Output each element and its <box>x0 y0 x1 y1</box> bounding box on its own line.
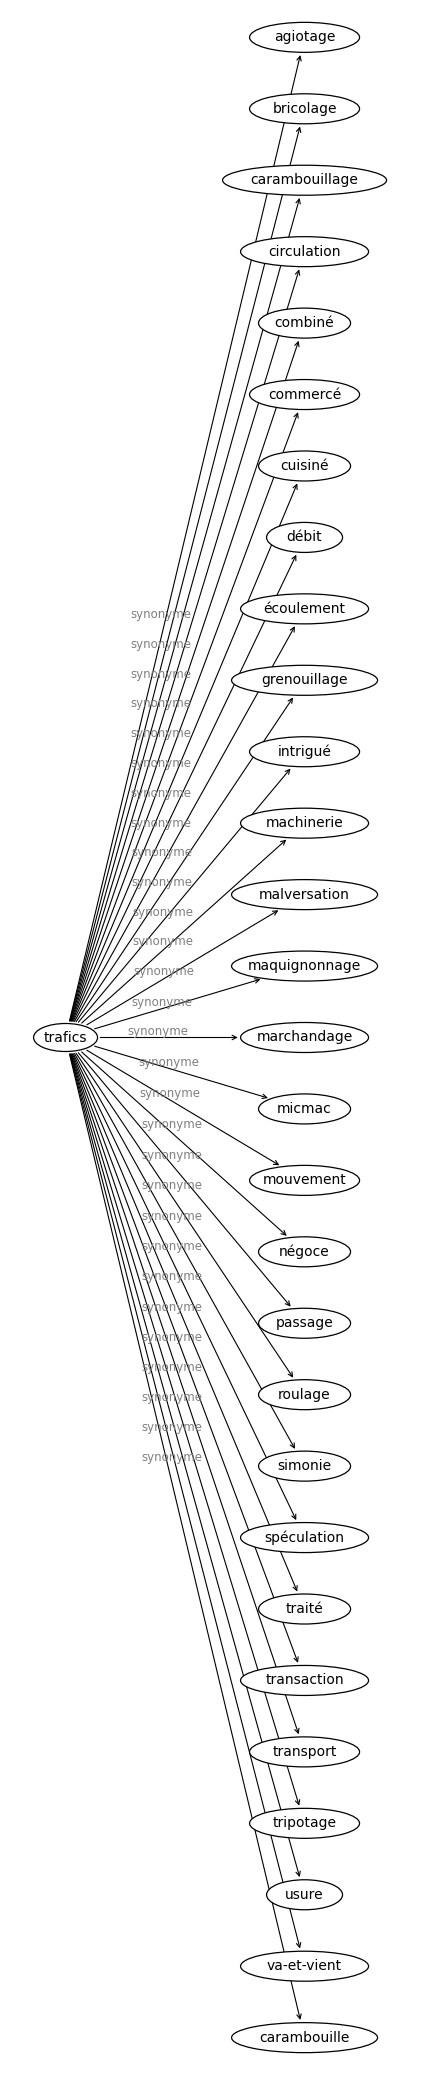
Ellipse shape <box>231 2023 378 2052</box>
Text: synonyme: synonyme <box>133 965 194 977</box>
Text: synonyme: synonyme <box>141 1118 202 1131</box>
Text: intrigué: intrigué <box>277 745 332 759</box>
Text: maquignonnage: maquignonnage <box>248 959 361 973</box>
Text: synonyme: synonyme <box>131 786 192 799</box>
Ellipse shape <box>258 1307 351 1338</box>
Text: synonyme: synonyme <box>130 726 191 741</box>
Text: roulage: roulage <box>278 1388 331 1403</box>
Text: synonyme: synonyme <box>130 608 191 620</box>
Text: tripotage: tripotage <box>272 1816 337 1830</box>
Text: transport: transport <box>272 1745 337 1760</box>
Ellipse shape <box>258 1380 351 1409</box>
Ellipse shape <box>241 807 368 838</box>
Text: trafics: trafics <box>44 1031 87 1044</box>
Ellipse shape <box>250 1166 360 1195</box>
Text: négoce: négoce <box>279 1245 330 1260</box>
Text: usure: usure <box>285 1888 324 1903</box>
Text: synonyme: synonyme <box>142 1361 203 1374</box>
Ellipse shape <box>231 950 378 981</box>
Ellipse shape <box>231 880 378 909</box>
Text: synonyme: synonyme <box>130 697 191 710</box>
Text: synonyme: synonyme <box>142 1390 203 1405</box>
Text: écoulement: écoulement <box>264 602 346 616</box>
Text: marchandage: marchandage <box>256 1031 353 1044</box>
Ellipse shape <box>250 380 360 409</box>
Text: micmac: micmac <box>277 1102 332 1116</box>
Text: synonyme: synonyme <box>132 905 193 919</box>
Text: traité: traité <box>286 1602 324 1616</box>
Text: synonyme: synonyme <box>132 996 193 1008</box>
Text: synonyme: synonyme <box>138 1056 199 1069</box>
Text: cuisiné: cuisiné <box>280 459 329 473</box>
Ellipse shape <box>258 450 351 481</box>
Ellipse shape <box>258 1237 351 1268</box>
Ellipse shape <box>258 1450 351 1482</box>
Text: synonyme: synonyme <box>140 1087 201 1100</box>
Ellipse shape <box>33 1023 98 1052</box>
Ellipse shape <box>241 593 368 625</box>
Ellipse shape <box>241 1666 368 1695</box>
Ellipse shape <box>241 1950 368 1982</box>
Text: synonyme: synonyme <box>130 637 191 652</box>
Text: synonyme: synonyme <box>131 847 192 859</box>
Text: agiotage: agiotage <box>274 31 335 44</box>
Ellipse shape <box>250 1807 360 1838</box>
Text: machinerie: machinerie <box>266 815 343 830</box>
Ellipse shape <box>222 166 387 195</box>
Text: bricolage: bricolage <box>272 102 337 116</box>
Text: débit: débit <box>287 531 322 544</box>
Text: synonyme: synonyme <box>132 876 192 888</box>
Ellipse shape <box>241 237 368 268</box>
Text: carambouillage: carambouillage <box>250 172 359 187</box>
Ellipse shape <box>250 93 360 124</box>
Text: synonyme: synonyme <box>142 1179 203 1193</box>
Text: synonyme: synonyme <box>142 1330 203 1345</box>
Text: circulation: circulation <box>268 245 341 259</box>
Text: synonyme: synonyme <box>142 1421 203 1434</box>
Text: synonyme: synonyme <box>142 1450 203 1465</box>
Ellipse shape <box>258 1594 351 1625</box>
Text: synonyme: synonyme <box>142 1270 203 1284</box>
Text: synonyme: synonyme <box>141 1150 202 1162</box>
Ellipse shape <box>241 1523 368 1552</box>
Ellipse shape <box>250 1737 360 1768</box>
Ellipse shape <box>250 23 360 52</box>
Ellipse shape <box>266 1880 343 1909</box>
Text: synonyme: synonyme <box>142 1301 203 1313</box>
Text: synonyme: synonyme <box>142 1210 203 1222</box>
Text: synonyme: synonyme <box>131 818 192 830</box>
Text: spéculation: spéculation <box>264 1531 345 1544</box>
Text: synonyme: synonyme <box>130 757 192 770</box>
Text: synonyme: synonyme <box>142 1241 203 1253</box>
Text: carambouille: carambouille <box>259 2031 350 2044</box>
Text: va-et-vient: va-et-vient <box>267 1959 342 1973</box>
Text: synonyme: synonyme <box>130 668 191 681</box>
Ellipse shape <box>250 737 360 768</box>
Text: transaction: transaction <box>265 1672 344 1687</box>
Text: simonie: simonie <box>277 1459 332 1473</box>
Text: synonyme: synonyme <box>127 1025 188 1038</box>
Ellipse shape <box>266 523 343 552</box>
Ellipse shape <box>231 666 378 695</box>
Text: grenouillage: grenouillage <box>261 672 348 687</box>
Text: combiné: combiné <box>275 315 334 330</box>
Text: passage: passage <box>276 1316 333 1330</box>
Text: commercé: commercé <box>268 388 341 403</box>
Text: malversation: malversation <box>259 888 350 903</box>
Text: synonyme: synonyme <box>133 936 194 948</box>
Text: mouvement: mouvement <box>263 1172 346 1187</box>
Ellipse shape <box>241 1023 368 1052</box>
Ellipse shape <box>258 1094 351 1125</box>
Ellipse shape <box>258 307 351 338</box>
